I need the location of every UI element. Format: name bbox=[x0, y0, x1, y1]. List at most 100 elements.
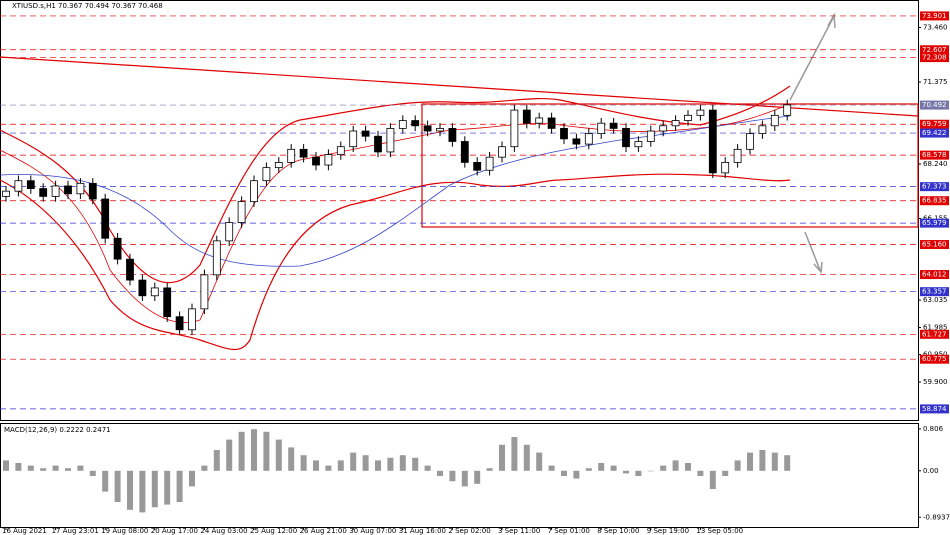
macd-bar bbox=[275, 439, 282, 471]
candle-body bbox=[287, 148, 296, 163]
macd-bar bbox=[263, 431, 270, 471]
macd-bar bbox=[523, 444, 530, 471]
candle-body bbox=[696, 109, 705, 116]
macd-bar bbox=[127, 470, 133, 510]
level-label: 58.874 bbox=[922, 405, 947, 413]
macd-bar bbox=[424, 465, 431, 471]
candle-body bbox=[361, 130, 370, 137]
macd-panel bbox=[0, 423, 919, 528]
candle-body bbox=[14, 180, 23, 192]
macd-bar bbox=[201, 465, 208, 471]
candle-body bbox=[64, 185, 72, 195]
x-tick-label: 8 Sep 10:00 bbox=[597, 527, 639, 535]
candle-body bbox=[398, 120, 407, 129]
candle-body bbox=[721, 162, 730, 174]
y-tick-label: 66.155 bbox=[923, 214, 948, 222]
candle-body bbox=[659, 125, 668, 132]
y-tick-label: 60.950 bbox=[923, 351, 948, 359]
macd-title: MACD(12,26,9) 0.2222 0.2471 bbox=[4, 426, 111, 434]
candle-body bbox=[386, 128, 395, 153]
candle-body bbox=[671, 120, 680, 127]
candle-body bbox=[510, 109, 519, 148]
macd-bar bbox=[635, 470, 642, 476]
macd-bar bbox=[697, 470, 704, 476]
macd-bar bbox=[213, 450, 220, 471]
candle-body bbox=[51, 185, 60, 197]
x-tick-label: 17 Aug 23:01 bbox=[52, 527, 99, 535]
candle-body bbox=[274, 162, 283, 169]
level-label: 61.727 bbox=[922, 330, 947, 338]
bollinger-upper bbox=[0, 85, 791, 284]
level-label-box bbox=[920, 240, 949, 250]
y-tick-label: 63.035 bbox=[923, 296, 948, 304]
candle-body bbox=[411, 120, 420, 127]
macd-bar bbox=[759, 450, 766, 471]
level-label-box bbox=[920, 150, 949, 160]
overlays bbox=[0, 12, 919, 350]
macd-bar bbox=[40, 468, 47, 471]
y-tick-label: 59.900 bbox=[923, 378, 948, 386]
macd-bar bbox=[449, 470, 456, 482]
bollinger-middle bbox=[0, 103, 791, 323]
macd-bar bbox=[437, 470, 443, 476]
level-label-box bbox=[920, 100, 949, 110]
level-label-box bbox=[920, 354, 949, 364]
down-arrow bbox=[804, 231, 823, 274]
macd-bar bbox=[399, 455, 406, 471]
level-label-box bbox=[920, 182, 949, 192]
level-label: 68.578 bbox=[922, 151, 947, 159]
macd-bar bbox=[164, 470, 171, 505]
macd-bar bbox=[77, 465, 84, 471]
candle-body bbox=[609, 122, 618, 129]
candle-body bbox=[746, 133, 754, 150]
candle-body bbox=[212, 240, 221, 276]
candle-body bbox=[770, 114, 779, 127]
macd-bar bbox=[313, 460, 319, 471]
macd-bar bbox=[722, 470, 729, 476]
level-label: 69.422 bbox=[922, 129, 947, 137]
macd-bar bbox=[288, 447, 295, 471]
candle-body bbox=[374, 135, 382, 153]
level-label: 72.607 bbox=[922, 46, 947, 54]
candle-body bbox=[88, 182, 97, 200]
candle-body bbox=[436, 128, 444, 132]
macd-bar bbox=[685, 463, 691, 471]
macd-bar bbox=[362, 455, 369, 471]
candle-body bbox=[312, 156, 320, 166]
candle-body bbox=[336, 146, 345, 155]
candle-body bbox=[547, 117, 556, 129]
x-tick-label: 9 Sep 19:00 bbox=[647, 527, 689, 535]
macd-bar bbox=[89, 470, 96, 476]
x-tick-label: 2 Sep 02:00 bbox=[448, 527, 490, 535]
macd-bar bbox=[52, 465, 59, 471]
candle-body bbox=[758, 125, 767, 135]
x-tick-label: 30 Aug 07:00 bbox=[349, 527, 396, 535]
x-tick-label: 16 Aug 2021 bbox=[2, 527, 47, 535]
macd-bar bbox=[548, 465, 555, 471]
candle-body bbox=[733, 148, 742, 163]
candle-body bbox=[26, 180, 35, 189]
candle-body bbox=[250, 180, 258, 203]
macd-bar bbox=[771, 452, 778, 471]
candle-body bbox=[113, 237, 122, 260]
candle-body bbox=[2, 190, 10, 197]
macd-bar bbox=[139, 470, 146, 513]
candle-body bbox=[225, 222, 234, 242]
macd-bar bbox=[27, 465, 34, 471]
macd-bar bbox=[375, 460, 381, 471]
candle-body bbox=[646, 130, 655, 142]
level-label: 67.373 bbox=[922, 183, 947, 191]
candle-body bbox=[634, 141, 643, 148]
macd-bar bbox=[387, 457, 394, 471]
x-tick-label: 7 Sep 01:00 bbox=[548, 527, 590, 535]
macd-bar bbox=[325, 465, 332, 471]
level-label: 63.357 bbox=[922, 288, 947, 296]
up-arrow bbox=[789, 12, 836, 101]
y-tick-label: 61.985 bbox=[923, 324, 948, 332]
candle-body bbox=[349, 130, 358, 148]
candle-body bbox=[448, 128, 457, 142]
candle-body bbox=[522, 109, 531, 124]
candle-body bbox=[597, 122, 606, 135]
macd-bar bbox=[660, 465, 667, 471]
level-label-box bbox=[920, 119, 949, 129]
